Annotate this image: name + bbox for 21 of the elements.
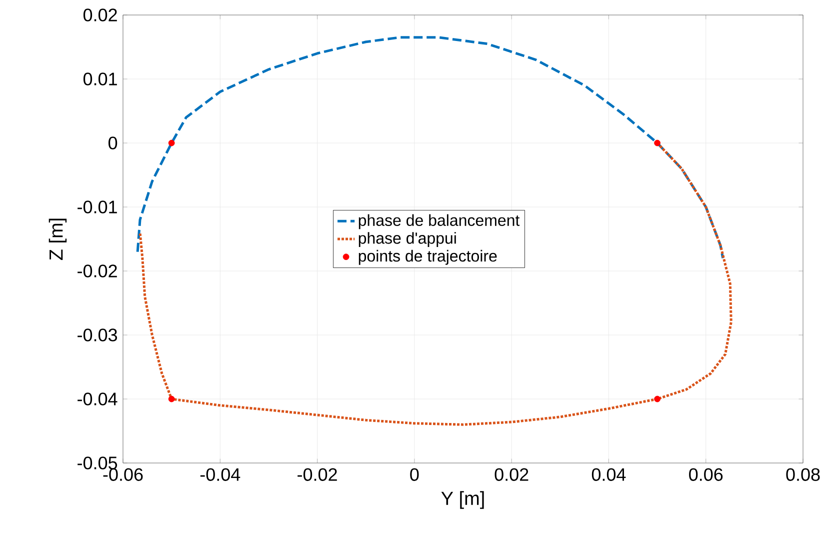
x-tick-label: -0.04 [200,468,240,481]
y-axis-title: Z [m] [48,218,67,260]
x-tick-label: 0.08 [786,468,820,481]
x-tick-label: 0.06 [689,468,723,481]
legend-label: phase d'appui [358,232,456,247]
y-tick-label: -0.05 [78,456,118,470]
x-tick-label: -0.06 [103,468,143,481]
y-tick-label: -0.01 [78,200,117,214]
y-tick-label: 0.02 [83,8,117,22]
y-tick-label: 0.01 [83,72,117,86]
y-tick-label: -0.03 [78,328,118,342]
x-tick-label: 0.02 [494,468,528,481]
y-tick-label: -0.02 [78,264,117,278]
y-tick-label: -0.04 [78,392,118,406]
legend-label: phase de balancement [358,214,520,230]
x-tick-label: 0 [410,468,419,481]
x-tick-label: -0.02 [298,468,337,481]
x-axis-title: Y [m] [441,491,484,509]
y-tick-label: 0 [108,136,118,150]
legend-label: points de trajectoire [358,250,497,265]
x-tick-label: 0.04 [592,468,626,481]
